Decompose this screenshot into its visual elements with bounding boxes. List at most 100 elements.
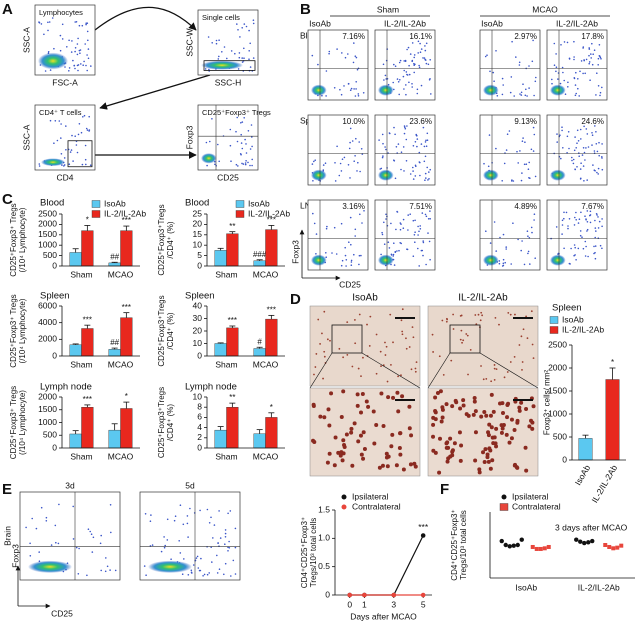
- y-tick-label: 0: [562, 454, 567, 464]
- stained-cell: [521, 361, 524, 363]
- event-dot: [388, 247, 391, 249]
- stained-cell: [444, 445, 449, 450]
- event-dot: [68, 163, 71, 165]
- event-dot: [576, 142, 578, 144]
- stained-cell: [380, 365, 382, 367]
- event-dot: [399, 228, 402, 231]
- x-tick-label: 3: [391, 599, 396, 609]
- chart-title: Blood: [185, 198, 209, 209]
- panel-letter: A: [2, 1, 13, 18]
- event-dot: [74, 135, 76, 137]
- event-dot: [419, 174, 421, 177]
- stained-cell: [524, 406, 529, 411]
- event-dot: [555, 66, 558, 68]
- event-dot: [109, 504, 112, 506]
- event-dot: [151, 544, 154, 546]
- event-dot: [38, 163, 41, 165]
- event-dot: [567, 86, 569, 88]
- event-dot: [199, 509, 201, 512]
- stained-cell: [375, 372, 378, 375]
- event-dot: [408, 73, 411, 76]
- event-dot: [413, 54, 416, 56]
- event-dot: [91, 551, 94, 553]
- event-dot: [241, 147, 244, 150]
- event-dot: [556, 133, 558, 135]
- stained-cell: [360, 375, 362, 378]
- event-dot: [29, 555, 32, 557]
- event-dot: [214, 163, 216, 166]
- event-cluster: [550, 169, 566, 181]
- event-dot: [230, 575, 232, 577]
- event-dot: [398, 61, 401, 64]
- stained-cell: [381, 424, 386, 429]
- y-tick-label: 1000: [38, 417, 57, 427]
- event-dot: [349, 177, 351, 179]
- stained-cell: [390, 363, 392, 366]
- event-dot: [595, 143, 598, 145]
- percent-label: 7.51%: [409, 202, 432, 211]
- event-dot: [517, 162, 519, 164]
- event-dot: [425, 215, 428, 218]
- event-dot: [573, 56, 575, 58]
- bar: [81, 407, 94, 449]
- event-dot: [352, 61, 355, 64]
- x-tick-label: Sham: [215, 451, 237, 461]
- x-tick-label: 1: [362, 599, 367, 609]
- stained-cell: [361, 456, 366, 461]
- event-dot: [189, 507, 191, 510]
- legend-label: IsoAb: [104, 198, 126, 208]
- event-dot: [38, 22, 41, 24]
- event-dot: [413, 234, 416, 236]
- significance-mark: *: [611, 358, 614, 367]
- point: [603, 543, 608, 547]
- event-dot: [252, 22, 255, 25]
- event-cluster: [378, 84, 394, 96]
- event-dot: [578, 218, 581, 220]
- stained-cell: [467, 373, 469, 376]
- stained-cell: [323, 355, 326, 358]
- stained-cell: [355, 403, 360, 408]
- event-dot: [557, 78, 559, 80]
- stained-cell: [474, 314, 477, 316]
- event-dot: [423, 160, 426, 163]
- event-dot: [417, 52, 420, 54]
- event-dot: [315, 233, 318, 235]
- event-dot: [418, 230, 420, 233]
- event-dot: [533, 94, 535, 97]
- event-dot: [584, 255, 587, 257]
- event-dot: [586, 228, 589, 231]
- stained-cell: [461, 403, 466, 408]
- event-dot: [179, 552, 182, 554]
- event-dot: [224, 532, 227, 535]
- significance-mark: ***: [83, 315, 92, 324]
- event-cluster: [148, 560, 192, 573]
- point: [578, 539, 583, 544]
- event-dot: [78, 24, 81, 27]
- event-dot: [224, 529, 227, 531]
- event-dot: [229, 144, 232, 147]
- event-dot: [243, 23, 246, 25]
- event-dot: [49, 69, 52, 71]
- stained-cell: [480, 311, 483, 314]
- event-dot: [577, 78, 579, 80]
- stained-cell: [462, 339, 465, 342]
- stained-cell: [410, 368, 413, 371]
- stained-cell: [401, 308, 404, 311]
- event-dot: [582, 165, 585, 167]
- event-dot: [384, 74, 387, 77]
- y-tick-label: 0: [52, 260, 57, 270]
- stained-cell: [433, 450, 438, 455]
- y-tick-label: 10: [193, 338, 203, 348]
- event-dot: [315, 253, 317, 255]
- event-dot: [393, 242, 395, 244]
- stained-cell: [338, 453, 343, 458]
- event-dot: [596, 171, 598, 174]
- stained-cell: [445, 320, 448, 323]
- event-dot: [574, 216, 576, 219]
- panel-letter: C: [2, 191, 13, 208]
- event-dot: [579, 234, 582, 237]
- y-tick-label: 1000: [38, 239, 57, 249]
- x-tick-label: Sham: [70, 269, 92, 279]
- event-dot: [599, 244, 602, 247]
- event-dot: [68, 70, 70, 72]
